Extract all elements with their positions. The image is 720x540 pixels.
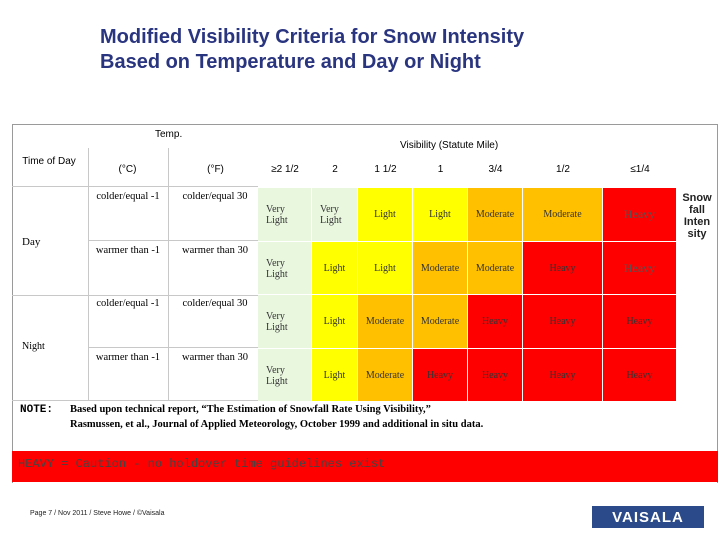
intensity-cell: Moderate — [468, 242, 523, 295]
intensity-cell: Heavy — [523, 242, 603, 295]
note-label: NOTE: — [20, 404, 54, 416]
intensity-label: Light — [323, 262, 346, 274]
intensity-label: Heavy — [623, 207, 656, 221]
intensity-cell: Heavy — [523, 295, 603, 349]
intensity-label: Heavy — [549, 316, 576, 327]
vis-col-header: 1 1/2 — [374, 164, 397, 175]
intensity-label: Moderate — [365, 369, 405, 381]
intensity-cell: Light — [358, 242, 413, 295]
visibility-header: Visibility (Statute Mile) — [400, 140, 499, 151]
intensity-label: Light — [323, 316, 346, 327]
intensity-cell: Very Light — [312, 188, 358, 242]
intensity-label: Very Light — [266, 257, 288, 280]
intensity-label: Heavy — [549, 369, 576, 381]
day-label: Day — [22, 236, 41, 248]
intensity-label: Light — [374, 209, 396, 220]
fahrenheit-cell: warmer than 30 — [182, 352, 248, 363]
vis-col-header: 1/2 — [556, 164, 570, 175]
fahrenheit-header: (°F) — [207, 164, 224, 175]
night-label: Night — [22, 341, 45, 352]
celsius-header: (°C) — [118, 164, 137, 175]
title-line-2: Based on Temperature and Day or Night — [100, 51, 481, 73]
intensity-cell: Light — [312, 349, 358, 402]
intensity-label: Heavy — [481, 316, 509, 327]
intensity-cell: Heavy — [523, 349, 603, 402]
caution-banner: HEAVY = Caution - no holdover time guide… — [12, 451, 718, 482]
snowfall-intensity-label: Snow fall Inten sity — [682, 192, 712, 240]
intensity-label: Heavy — [549, 262, 576, 274]
fahrenheit-cell: warmer than 30 — [182, 245, 248, 256]
col-divider-2 — [168, 148, 169, 400]
intensity-cell: Light — [358, 188, 413, 242]
title-line-1: Modified Visibility Criteria for Snow In… — [100, 26, 525, 48]
celsius-cell: warmer than -1 — [95, 352, 161, 363]
slide-title: Modified Visibility Criteria for Snow In… — [100, 25, 660, 75]
header-divider — [12, 186, 258, 187]
intensity-cell: Heavy — [413, 349, 468, 402]
intensity-label: Moderate — [475, 262, 515, 274]
intensity-cell: Very Light — [258, 295, 312, 349]
intensity-label: Very Light — [266, 364, 288, 387]
intensity-cell: Very Light — [258, 349, 312, 402]
intensity-label: Moderate — [365, 316, 405, 327]
day-row-divider — [88, 240, 258, 241]
vaisala-logo: VAISALA — [592, 506, 704, 528]
intensity-label: Light — [429, 209, 451, 220]
intensity-label: Moderate — [420, 262, 460, 274]
vis-col-header: 3/4 — [488, 164, 503, 175]
intensity-label: Very Light — [320, 204, 342, 226]
vis-col-header: ≤1/4 — [630, 164, 650, 175]
col-divider-1 — [88, 148, 89, 400]
intensity-cell: Heavy — [603, 188, 677, 242]
intensity-cell: Very Light — [258, 188, 312, 242]
intensity-cell: Light — [413, 188, 468, 242]
intensity-label: Heavy — [626, 369, 653, 381]
intensity-label: Very Light — [266, 204, 288, 226]
intensity-label: Moderate — [475, 209, 515, 220]
intensity-cell: Heavy — [468, 295, 523, 349]
intensity-label: Light — [323, 369, 346, 381]
intensity-label: Heavy — [623, 260, 656, 275]
intensity-label: Heavy — [426, 369, 454, 381]
intensity-cell: Very Light — [258, 242, 312, 295]
intensity-cell: Moderate — [413, 295, 468, 349]
intensity-label: Heavy — [481, 369, 509, 381]
day-night-divider — [12, 295, 258, 296]
vis-col-header: 2 — [332, 164, 338, 175]
logo-text: VAISALA — [612, 509, 684, 526]
vis-col-header: 1 — [437, 164, 444, 175]
intensity-label: Light — [374, 262, 396, 274]
intensity-label: Moderate — [420, 316, 460, 327]
intensity-label: Moderate — [543, 209, 582, 220]
table-bottom-line — [12, 400, 258, 401]
fahrenheit-cell: colder/equal 30 — [182, 298, 248, 309]
celsius-cell: colder/equal -1 — [96, 191, 160, 202]
night-row-divider — [88, 347, 258, 348]
intensity-cell: Moderate — [523, 188, 603, 242]
intensity-label: Heavy — [626, 316, 653, 327]
celsius-cell: colder/equal -1 — [96, 298, 160, 309]
temp-header: Temp. — [155, 129, 183, 140]
note-text: Based upon technical report, “The Estima… — [70, 402, 483, 432]
intensity-cell: Moderate — [413, 242, 468, 295]
intensity-cell: Heavy — [603, 349, 677, 402]
time-of-day-header: Time of Day — [22, 156, 76, 167]
vis-col-header: ≥2 1/2 — [271, 164, 299, 175]
intensity-cell: Heavy — [603, 242, 677, 295]
intensity-cell: Moderate — [358, 349, 413, 402]
caution-text: HEAVY = Caution - no holdover time guide… — [18, 457, 386, 471]
intensity-cell: Light — [312, 242, 358, 295]
intensity-cell: Light — [312, 295, 358, 349]
intensity-cell: Moderate — [358, 295, 413, 349]
intensity-label: Very Light — [266, 311, 288, 333]
footer-page-info: Page 7 / Nov 2011 / Steve Howe / ©Vaisal… — [30, 510, 165, 517]
celsius-cell: warmer than -1 — [95, 245, 161, 256]
intensity-cell: Heavy — [603, 295, 677, 349]
intensity-cell: Heavy — [468, 349, 523, 402]
note-line-1: Based upon technical report, “The Estima… — [70, 404, 431, 415]
intensity-cell: Moderate — [468, 188, 523, 242]
note-line-2: Rasmussen, et al., Journal of Applied Me… — [70, 419, 484, 430]
fahrenheit-cell: colder/equal 30 — [182, 191, 248, 202]
